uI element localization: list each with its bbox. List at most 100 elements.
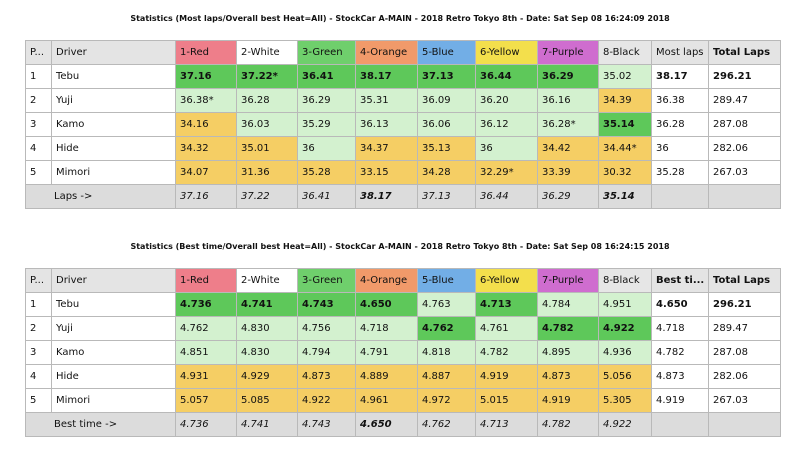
position-cell: 4 — [25, 364, 52, 389]
header-row: P... Driver 1-Red 2-White 3-Green 4-Orange 5-B… — [25, 268, 781, 293]
value-cell: 32.29* — [475, 160, 538, 185]
summary-cell — [708, 412, 781, 437]
value-cell: 289.47 — [708, 316, 781, 341]
table-row[interactable]: 3 Kamo 34.16 36.03 35.29 36.13 36.06 36.12 36.28… — [25, 112, 781, 137]
summary-cell: 4.713 — [475, 412, 538, 437]
driver-cell: Hide — [51, 136, 176, 161]
value-cell: 4.762 — [175, 316, 237, 341]
driver-cell: Mimori — [51, 388, 176, 413]
value-cell: 4.743 — [297, 292, 356, 317]
value-cell: 4.782 — [537, 316, 599, 341]
position-cell: 3 — [25, 340, 52, 365]
value-cell: 5.015 — [475, 388, 538, 413]
value-cell: 4.650 — [651, 292, 709, 317]
value-cell: 4.741 — [236, 292, 298, 317]
value-cell: 35.13 — [417, 136, 476, 161]
value-cell: 4.931 — [175, 364, 237, 389]
table1-title: Statistics (Most laps/Overall best Heat=… — [130, 14, 670, 23]
value-cell: 34.16 — [175, 112, 237, 137]
value-cell: 36.09 — [417, 88, 476, 113]
value-cell: 36.28* — [537, 112, 599, 137]
column-header[interactable]: Most laps — [651, 40, 709, 65]
value-cell: 36.29 — [297, 88, 356, 113]
summary-cell: 37.13 — [417, 184, 476, 209]
column-header[interactable]: 7-Purple — [537, 40, 599, 65]
value-cell: 4.736 — [175, 292, 237, 317]
value-cell: 4.929 — [236, 364, 298, 389]
column-header[interactable]: Total Laps — [708, 268, 781, 293]
driver-cell: Yuji — [51, 88, 176, 113]
position-cell: 1 — [25, 292, 52, 317]
column-header[interactable]: 3-Green — [297, 40, 356, 65]
value-cell: 35.14 — [598, 112, 652, 137]
value-cell: 36 — [475, 136, 538, 161]
value-cell: 296.21 — [708, 64, 781, 89]
table-row[interactable]: 4 Hide 34.32 35.01 36 34.37 35.13 36 34.42 34.44*… — [25, 136, 781, 161]
value-cell: 33.39 — [537, 160, 599, 185]
summary-cell: 4.736 — [175, 412, 237, 437]
summary-label: Laps -> — [25, 184, 176, 209]
table-row[interactable]: 4 Hide 4.931 4.929 4.873 4.889 4.887 4.919 4.873… — [25, 364, 781, 389]
value-cell: 34.32 — [175, 136, 237, 161]
column-header[interactable]: 3-Green — [297, 268, 356, 293]
value-cell: 35.31 — [355, 88, 418, 113]
column-header[interactable]: 7-Purple — [537, 268, 599, 293]
value-cell: 4.961 — [355, 388, 418, 413]
column-header[interactable]: 5-Blue — [417, 268, 476, 293]
table-row[interactable]: 2 Yuji 36.38* 36.28 36.29 35.31 36.09 36.20 36.1… — [25, 88, 781, 113]
table-row[interactable]: 5 Mimori 34.07 31.36 35.28 33.15 34.28 32.29* 33… — [25, 160, 781, 185]
column-header[interactable]: 2-White — [236, 40, 298, 65]
value-cell: 4.851 — [175, 340, 237, 365]
table-row[interactable]: 3 Kamo 4.851 4.830 4.794 4.791 4.818 4.782 4.895… — [25, 340, 781, 365]
summary-cell: 4.922 — [598, 412, 652, 437]
value-cell: 4.887 — [417, 364, 476, 389]
value-cell: 4.895 — [537, 340, 599, 365]
column-header[interactable]: 2-White — [236, 268, 298, 293]
value-cell: 4.922 — [598, 316, 652, 341]
column-header[interactable]: 6-Yellow — [475, 268, 538, 293]
value-cell: 267.03 — [708, 388, 781, 413]
summary-cell: 36.41 — [297, 184, 356, 209]
column-header[interactable]: Driver — [51, 268, 176, 293]
value-cell: 4.794 — [297, 340, 356, 365]
column-header[interactable]: Driver — [51, 40, 176, 65]
value-cell: 4.650 — [355, 292, 418, 317]
column-header[interactable]: 8-Black — [598, 268, 652, 293]
summary-cell: 4.741 — [236, 412, 298, 437]
column-header[interactable]: 8-Black — [598, 40, 652, 65]
column-header[interactable]: Total Laps — [708, 40, 781, 65]
value-cell: 296.21 — [708, 292, 781, 317]
column-header[interactable]: 4-Orange — [355, 268, 418, 293]
column-header[interactable]: 4-Orange — [355, 40, 418, 65]
summary-cell: 36.29 — [537, 184, 599, 209]
value-cell: 4.873 — [297, 364, 356, 389]
table-row[interactable]: 1 Tebu 4.736 4.741 4.743 4.650 4.763 4.713 4.784… — [25, 292, 781, 317]
table-row[interactable]: 1 Tebu 37.16 37.22* 36.41 38.17 37.13 36.44 36.2… — [25, 64, 781, 89]
column-header[interactable]: 1-Red — [175, 40, 237, 65]
value-cell: 4.762 — [417, 316, 476, 341]
column-header[interactable]: P... — [25, 268, 52, 293]
summary-cell — [708, 184, 781, 209]
value-cell: 4.713 — [475, 292, 538, 317]
column-header[interactable]: 1-Red — [175, 268, 237, 293]
value-cell: 4.791 — [355, 340, 418, 365]
value-cell: 34.37 — [355, 136, 418, 161]
driver-cell: Yuji — [51, 316, 176, 341]
table-row[interactable]: 2 Yuji 4.762 4.830 4.756 4.718 4.762 4.761 4.782… — [25, 316, 781, 341]
value-cell: 34.39 — [598, 88, 652, 113]
column-header[interactable]: 5-Blue — [417, 40, 476, 65]
summary-cell: 4.650 — [355, 412, 418, 437]
value-cell: 4.718 — [651, 316, 709, 341]
value-cell: 267.03 — [708, 160, 781, 185]
value-cell: 289.47 — [708, 88, 781, 113]
column-header[interactable]: P... — [25, 40, 52, 65]
value-cell: 4.873 — [651, 364, 709, 389]
position-cell: 2 — [25, 88, 52, 113]
value-cell: 5.056 — [598, 364, 652, 389]
value-cell: 4.936 — [598, 340, 652, 365]
column-header[interactable]: 6-Yellow — [475, 40, 538, 65]
table-row[interactable]: 5 Mimori 5.057 5.085 4.922 4.961 4.972 5.015 4.9… — [25, 388, 781, 413]
column-header[interactable]: Best ti... — [651, 268, 709, 293]
value-cell: 34.44* — [598, 136, 652, 161]
summary-cell: 35.14 — [598, 184, 652, 209]
